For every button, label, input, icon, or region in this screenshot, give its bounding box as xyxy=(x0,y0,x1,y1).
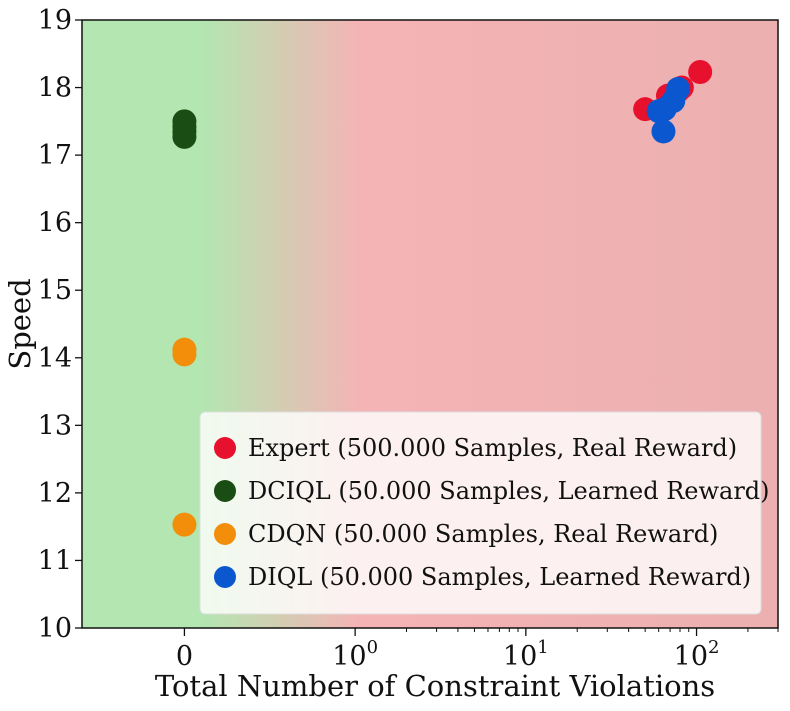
plot-frame xyxy=(81,19,779,629)
y-tick-label: 15 xyxy=(38,275,72,306)
point-series-4 xyxy=(651,119,676,144)
x-tick-label: 102 xyxy=(674,637,720,672)
y-tick-label: 12 xyxy=(38,478,72,509)
y-tick-label: 16 xyxy=(38,208,72,239)
point-series-1 xyxy=(688,60,713,85)
x-tick-label: 101 xyxy=(503,637,549,672)
y-tick-label: 13 xyxy=(38,410,72,441)
legend-marker xyxy=(214,480,236,502)
data-points xyxy=(172,60,713,537)
y-axis-label: Speed xyxy=(3,278,37,369)
legend-label: CDQN (50.000 Samples, Real Reward) xyxy=(248,520,718,548)
y-tick-label: 10 xyxy=(38,613,72,644)
legend-label: Expert (500.000 Samples, Real Reward) xyxy=(248,434,737,462)
point-series-4 xyxy=(666,76,691,101)
y-tick-label: 18 xyxy=(38,73,72,104)
point-series-3 xyxy=(172,512,197,537)
point-series-2 xyxy=(172,124,197,149)
point-series-3 xyxy=(172,342,197,367)
legend-marker xyxy=(214,566,236,588)
legend-box xyxy=(199,411,762,615)
y-tick-label: 11 xyxy=(38,545,72,576)
x-axis-label: Total Number of Constraint Violations xyxy=(155,669,715,703)
y-axis-ticks: 10 11 12 13 14 15 16 17 18 19 xyxy=(38,5,82,644)
legend-marker xyxy=(214,523,236,545)
legend-label: DIQL (50.000 Samples, Learned Reward) xyxy=(248,563,751,591)
x-tick-label: 100 xyxy=(332,637,378,672)
legend: Expert (500.000 Samples, Real Reward) DCI… xyxy=(199,411,770,615)
x-tick-label: 0 xyxy=(176,641,193,672)
y-tick-label: 17 xyxy=(38,140,72,171)
legend-marker xyxy=(214,437,236,459)
y-tick-label: 14 xyxy=(38,343,72,374)
y-tick-label: 19 xyxy=(38,5,72,36)
legend-label: DCIQL (50.000 Samples, Learned Reward) xyxy=(248,477,770,505)
x-axis-ticks: 0 100 101 102 xyxy=(176,628,779,672)
